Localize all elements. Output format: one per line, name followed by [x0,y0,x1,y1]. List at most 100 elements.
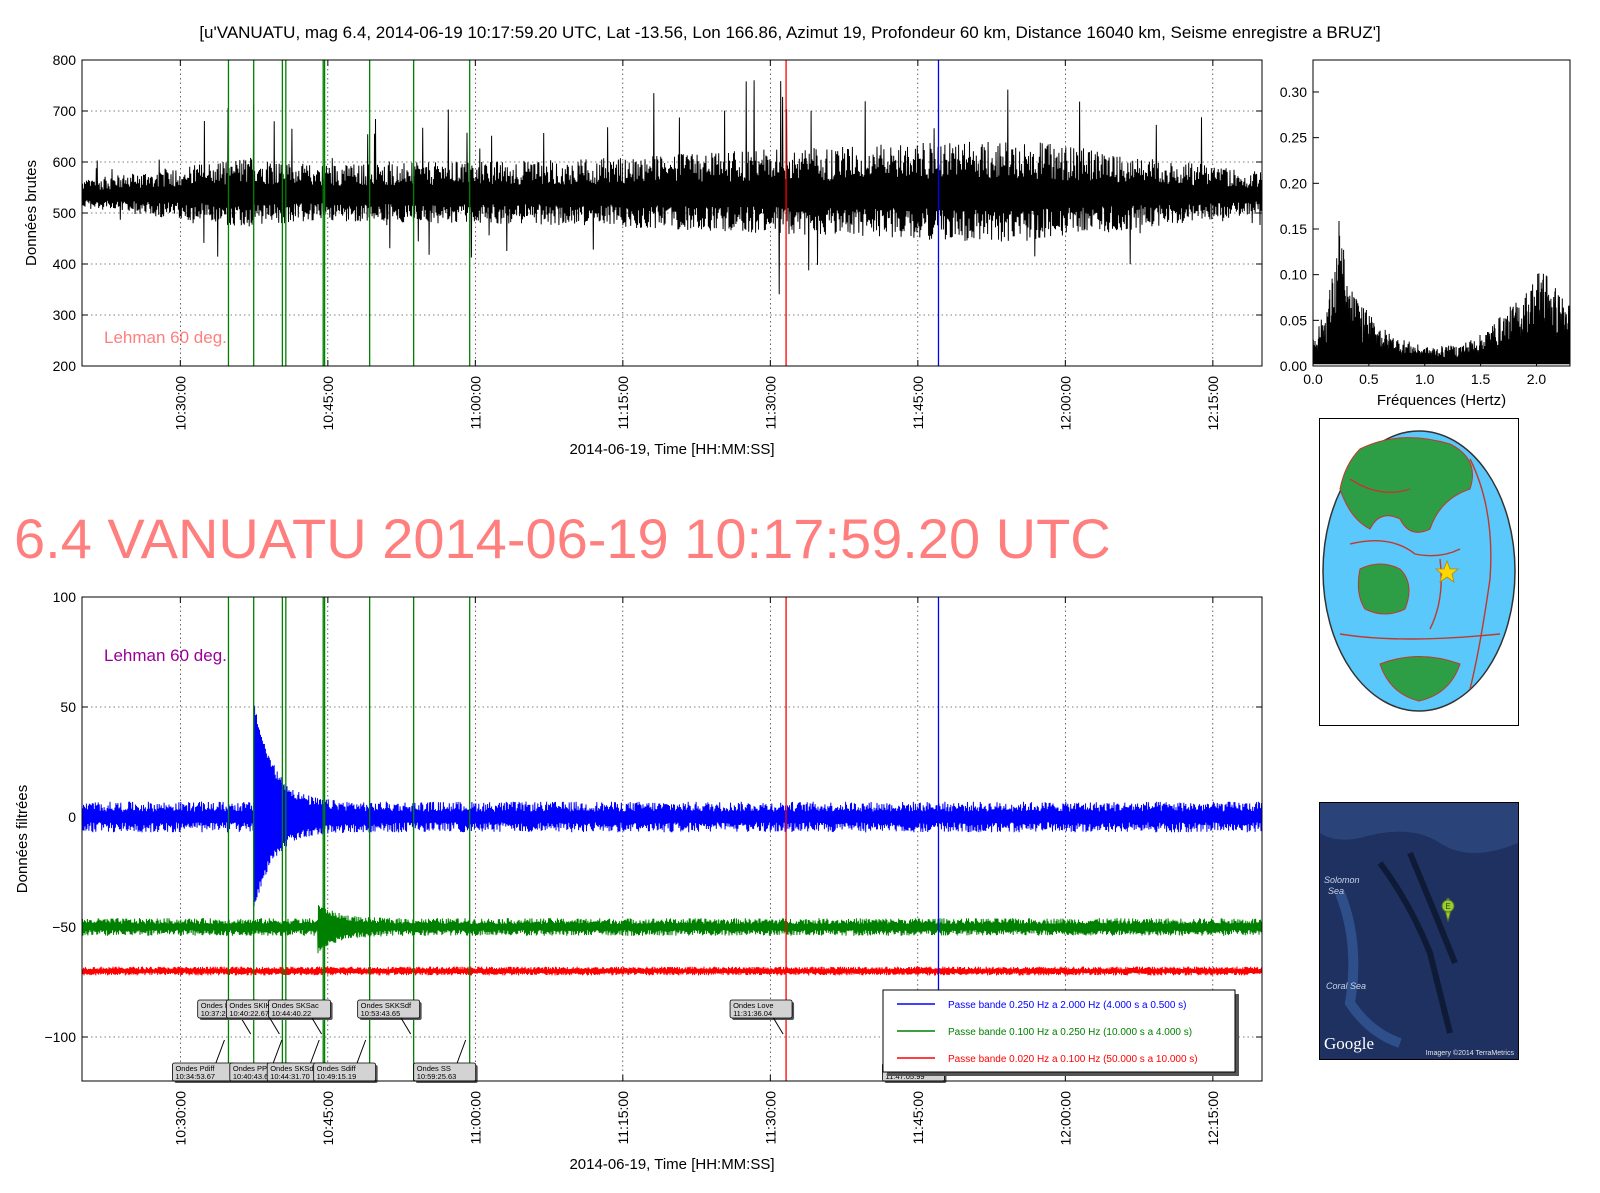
filtered-trace-1 [81,905,1263,954]
y-tick-label: 0 [68,809,76,825]
x-tick-label: 10:30:00 [172,1091,188,1146]
phase-label-arrow [272,1039,283,1064]
legend-box [882,989,1236,1073]
phase-label-arrow [240,1017,252,1035]
y-tick-label: 0.30 [1280,84,1307,100]
legend-entry: Passe bande 0.250 Hz a 2.000 Hz (4.000 s… [948,1000,1187,1011]
satellite-map-drawing: Solomon Sea Coral Sea E Google Imagery ©… [1320,803,1518,1059]
globe-map-drawing [1322,430,1516,712]
y-axis-label: Données brutes [23,160,40,266]
y-tick-label: −50 [52,919,76,935]
x-tick-label: 12:00:00 [1057,376,1073,431]
y-axis-label: Données filtrées [14,785,31,893]
x-tick-label: 10:45:00 [320,376,336,431]
y-tick-label: −100 [44,1029,76,1045]
sat-ridge [1335,891,1402,1048]
x-tick-label: 12:00:00 [1057,1091,1073,1146]
phase-label-time: 10:40:22.67 [229,1009,269,1018]
phase-label-arrow [215,1039,225,1064]
antarctica-landmass [1379,656,1461,702]
x-axis-label: 2014-06-19, Time [HH:MM:SS] [569,441,774,458]
phase-label-arrow [773,1017,784,1035]
filtered-trace-0 [81,705,1263,907]
y-tick-label: 300 [53,307,77,323]
x-tick-label: 12:15:00 [1205,376,1221,431]
phase-label-arrow [456,1039,467,1064]
y-tick-label: 0.25 [1280,130,1307,146]
phase-label-arrow [311,1017,323,1035]
sat-shelf-north [1320,803,1518,853]
x-tick-label: 2.0 [1527,371,1547,387]
x-tick-label: 11:45:00 [910,1091,926,1145]
plot-frame [1312,59,1571,367]
x-axis-label: 2014-06-19, Time [HH:MM:SS] [569,1156,774,1173]
y-tick-label: 200 [53,358,77,374]
epicenter-star-icon [1434,559,1460,583]
phase-label-name: Ondes PP [233,1064,267,1073]
phase-label-bg [268,999,331,1019]
phase-label-name: Ondes SKSac [272,1001,319,1010]
lehman-annotation: Lehman 60 deg. [104,646,227,665]
y-tick-label: 0.05 [1280,312,1307,328]
y-tick-label: 0.15 [1280,221,1307,237]
x-axis-label: Fréquences (Hertz) [1377,392,1506,409]
phase-label-arrow [356,1039,367,1064]
filtered-data-chart: 10:30:00 10:45:00 11:00:00 11:15:00 11:30:00… [14,589,1263,1173]
phase-label-time: 11:47:05.99 [885,1072,924,1081]
figure-title: [u'VANUATU, mag 6.4, 2014-06-19 10:17:59… [199,23,1380,42]
phase-label-time: 10:34:53.67 [175,1072,215,1081]
spectrum-trace [1312,220,1571,365]
satellite-map: Solomon Sea Coral Sea E Google Imagery ©… [1319,802,1519,1060]
x-tick-label: 11:15:00 [615,1091,631,1145]
google-logo: Google [1324,1034,1374,1053]
spectrum-chart: 0.0 0.5 1.0 1.5 2.0 0.00 0.05 0.10 0.15 0.20 0.25 0… [1280,59,1571,409]
phase-label-name: Ondes SS [417,1064,451,1073]
legend-entry: Passe bande 0.020 Hz a 0.100 Hz (50.000 … [948,1054,1198,1065]
phase-label-bg [357,999,421,1019]
raw-data-chart: 10:30:00 10:45:00 11:00:00 11:15:00 11:30:00… [23,52,1263,458]
x-tick-label: 11:15:00 [615,376,631,430]
legend: Passe bande 0.250 Hz a 2.000 Hz (4.000 s… [882,989,1239,1076]
plot-frame [81,59,1263,367]
y-tick-label: 0.00 [1280,358,1307,374]
phase-label-name: Ondes PKPdf [201,1001,247,1010]
phase-label-name: Ondes Sdiff [317,1064,357,1073]
x-tick-label: 11:30:00 [762,376,778,430]
phase-label-time: 10:59:25.63 [417,1072,457,1081]
phase-label-arrow [269,1017,280,1035]
x-tick-label: 0.0 [1303,371,1323,387]
phase-label-time: 10:40:43.65 [233,1072,273,1081]
sat-label-sea: Sea [1328,886,1344,896]
globe-map [1319,418,1519,726]
y-tick-label: 50 [60,699,76,715]
x-tick-label: 10:45:00 [320,1091,336,1146]
sat-trench [1377,851,1458,1034]
x-tick-label: 1.0 [1415,371,1435,387]
phase-label-arrow [310,1039,320,1064]
x-tick-label: 11:00:00 [467,1091,483,1145]
phase-label-name: Ondes Love [733,1001,773,1010]
x-tick-label: 0.5 [1359,371,1379,387]
x-tick-label: 12:15:00 [1205,1091,1221,1146]
plate-boundaries [1339,458,1501,690]
phase-label-arrow [400,1017,412,1035]
legend-entry: Passe bande 0.100 Hz a 0.250 Hz (10.000 … [948,1027,1192,1038]
x-tick-label: 11:00:00 [467,376,483,430]
y-tick-label: 800 [53,52,77,68]
y-tick-label: 500 [53,205,77,221]
phase-label-name: Ondes Pdiff [175,1064,215,1073]
x-tick-label: 11:30:00 [762,1091,778,1145]
australia-landmass [1357,563,1410,615]
y-tick-label: 400 [53,256,77,272]
y-tick-label: 0.10 [1280,267,1307,283]
y-tick-label: 700 [53,103,77,119]
map-pin-letter: E [1445,902,1450,911]
x-tick-label: 10:30:00 [172,376,188,431]
filtered-trace-2 [81,966,1263,976]
